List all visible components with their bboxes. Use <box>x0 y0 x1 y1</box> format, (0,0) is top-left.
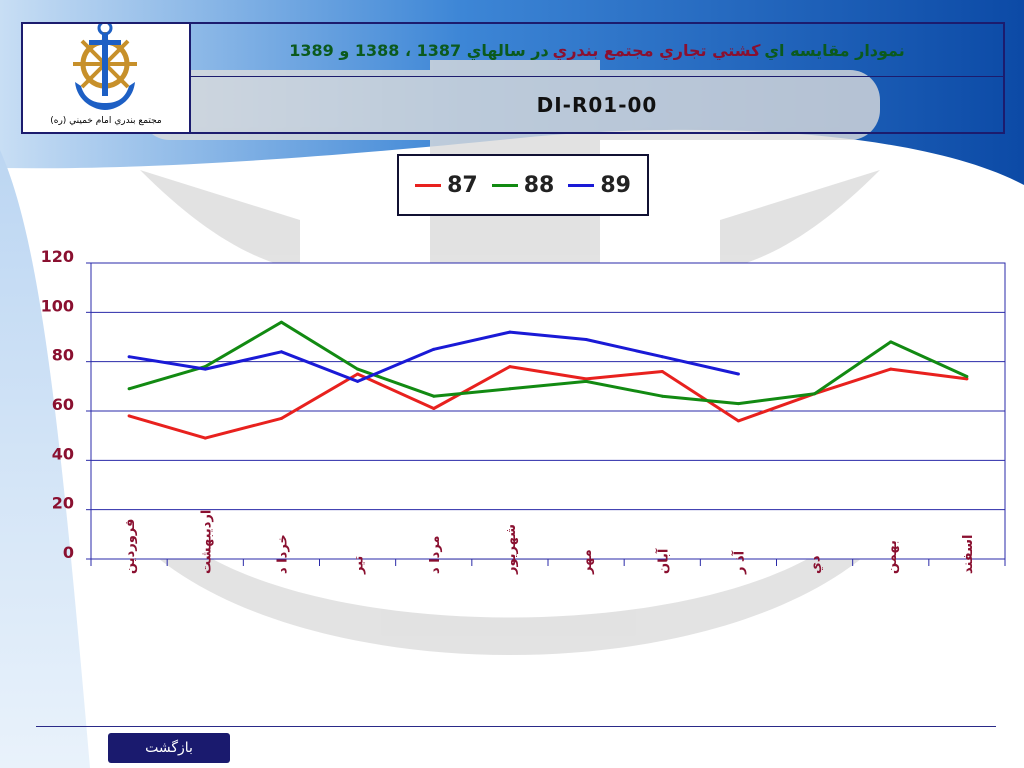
data-point-89 <box>279 350 283 354</box>
series-line-88 <box>128 320 968 406</box>
data-point-89 <box>508 330 512 334</box>
x-tick-label: خردا د <box>275 534 290 574</box>
data-point-88 <box>279 320 283 324</box>
data-point-88 <box>356 367 360 371</box>
legend-swatch-89 <box>568 183 595 187</box>
data-point-88 <box>736 402 740 406</box>
data-point-88 <box>889 340 893 344</box>
legend-item-88: 88 <box>491 172 555 198</box>
data-point-87 <box>736 419 740 423</box>
logo-caption: مجتمع بندري امام خميني (ره) <box>50 116 162 126</box>
data-point-87 <box>279 416 283 420</box>
title-part-3: در سالهاي 1387 ، 1388 و 1389 <box>289 40 549 60</box>
data-point-87 <box>508 365 512 369</box>
y-tick-label: 120 <box>41 247 74 266</box>
page-title: نمودار مقايسه اي كشتي تجاري مجتمع بندري … <box>191 24 1003 77</box>
data-point-89 <box>203 367 207 371</box>
data-point-87 <box>889 367 893 371</box>
x-tick-label: مردا د <box>428 536 443 574</box>
data-point-89 <box>127 355 131 359</box>
legend-swatch-88 <box>491 183 518 187</box>
x-tick-label: دي <box>809 555 824 574</box>
doc-code: DI-R01-00 <box>536 92 658 117</box>
legend-swatch-87 <box>415 183 442 187</box>
data-point-87 <box>356 372 360 376</box>
y-tick-label: 80 <box>52 346 74 365</box>
doc-code-row: DI-R01-00 <box>191 77 1003 132</box>
legend-label-89: 89 <box>600 172 631 198</box>
data-point-88 <box>127 387 131 391</box>
x-tick-label: ارديبهشت <box>199 510 214 574</box>
legend-label-87: 87 <box>447 172 478 198</box>
title-part-2: كشتي تجاري مجتمع بندري <box>552 40 761 60</box>
data-point-88 <box>813 392 817 396</box>
back-button[interactable]: بازگشت <box>108 733 230 763</box>
x-tick-label: آبان <box>654 548 671 574</box>
footer-divider <box>36 726 996 727</box>
x-tick-label: بهمن <box>885 540 900 574</box>
x-tick-label: اسفند <box>961 535 976 574</box>
data-point-89 <box>660 355 664 359</box>
x-tick-label: آذ ر <box>730 550 747 575</box>
y-tick-label: 60 <box>52 395 74 414</box>
data-point-87 <box>660 370 664 374</box>
data-point-89 <box>736 372 740 376</box>
anchor-logo-icon <box>73 24 137 110</box>
data-point-88 <box>965 374 969 378</box>
logo-cell: مجتمع بندري امام خميني (ره) <box>23 24 191 132</box>
y-tick-label: 20 <box>52 494 74 513</box>
title-part-1: نمودار مقايسه اي <box>764 40 905 60</box>
x-tick-label: مهر <box>580 549 595 575</box>
data-point-87 <box>584 377 588 381</box>
data-point-89 <box>356 379 360 383</box>
y-tick-label: 0 <box>63 543 74 562</box>
data-point-87 <box>432 407 436 411</box>
data-point-88 <box>203 365 207 369</box>
data-point-87 <box>965 377 969 381</box>
data-point-89 <box>432 347 436 351</box>
data-point-89 <box>584 337 588 341</box>
legend-item-89: 89 <box>568 173 631 198</box>
series-line-87 <box>128 365 968 440</box>
data-point-87 <box>203 436 207 440</box>
data-point-88 <box>584 379 588 383</box>
data-point-88 <box>508 387 512 391</box>
data-point-88 <box>432 394 436 398</box>
x-tick-label: تير <box>352 556 367 575</box>
y-tick-label: 40 <box>52 444 74 463</box>
data-point-87 <box>127 414 131 418</box>
data-point-88 <box>660 394 664 398</box>
legend-item-87: 87 <box>415 173 478 198</box>
legend-label-88: 88 <box>523 172 555 198</box>
x-tick-label: شهريور <box>504 524 519 575</box>
y-tick-label: 100 <box>41 296 74 315</box>
header-table: مجتمع بندري امام خميني (ره) نمودار مقايس… <box>21 22 1005 134</box>
chart-legend: 87 88 89 <box>397 154 649 216</box>
x-tick-label: فروردين <box>123 519 138 574</box>
